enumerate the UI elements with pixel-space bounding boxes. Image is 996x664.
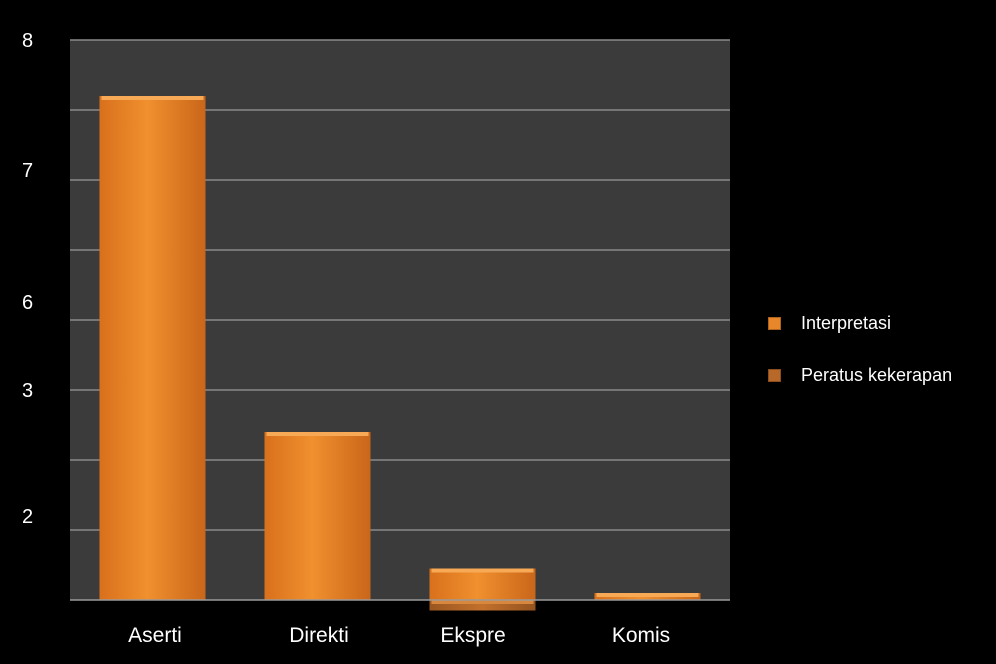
bar-direkti: [264, 432, 371, 600]
bar-highlight: [596, 593, 699, 597]
legend-swatch: [768, 368, 781, 382]
y-tick-label: 3: [22, 380, 34, 402]
y-tick-label: 7: [22, 160, 34, 182]
bar-highlight: [266, 432, 369, 436]
y-tick-label: 8: [22, 30, 34, 52]
y-tick-label: 6: [22, 292, 34, 314]
bar-ekspre-series-2: [429, 600, 536, 611]
x-tick-label: Direkti: [289, 624, 349, 647]
x-tick-label: Komis: [611, 624, 671, 647]
legend-label: Interpretasi: [801, 312, 892, 333]
bar-highlight: [431, 568, 534, 573]
legend: Interpretasi Peratus kekerapan: [768, 306, 952, 410]
bar-highlight: [101, 96, 204, 100]
bar-highlight: [431, 600, 534, 604]
bar-aserti: [99, 96, 206, 600]
bar-ekspre: [429, 568, 536, 600]
legend-item: Interpretasi: [768, 306, 952, 340]
legend-label: Peratus kekerapan: [801, 364, 953, 385]
legend-swatch: [768, 316, 781, 330]
x-tick-label: Ekspre: [440, 624, 506, 647]
bars-group: [99, 96, 701, 611]
x-tick-label: Aserti: [128, 624, 182, 647]
y-tick-label: 2: [22, 506, 34, 528]
legend-item: Peratus kekerapan: [768, 358, 952, 392]
